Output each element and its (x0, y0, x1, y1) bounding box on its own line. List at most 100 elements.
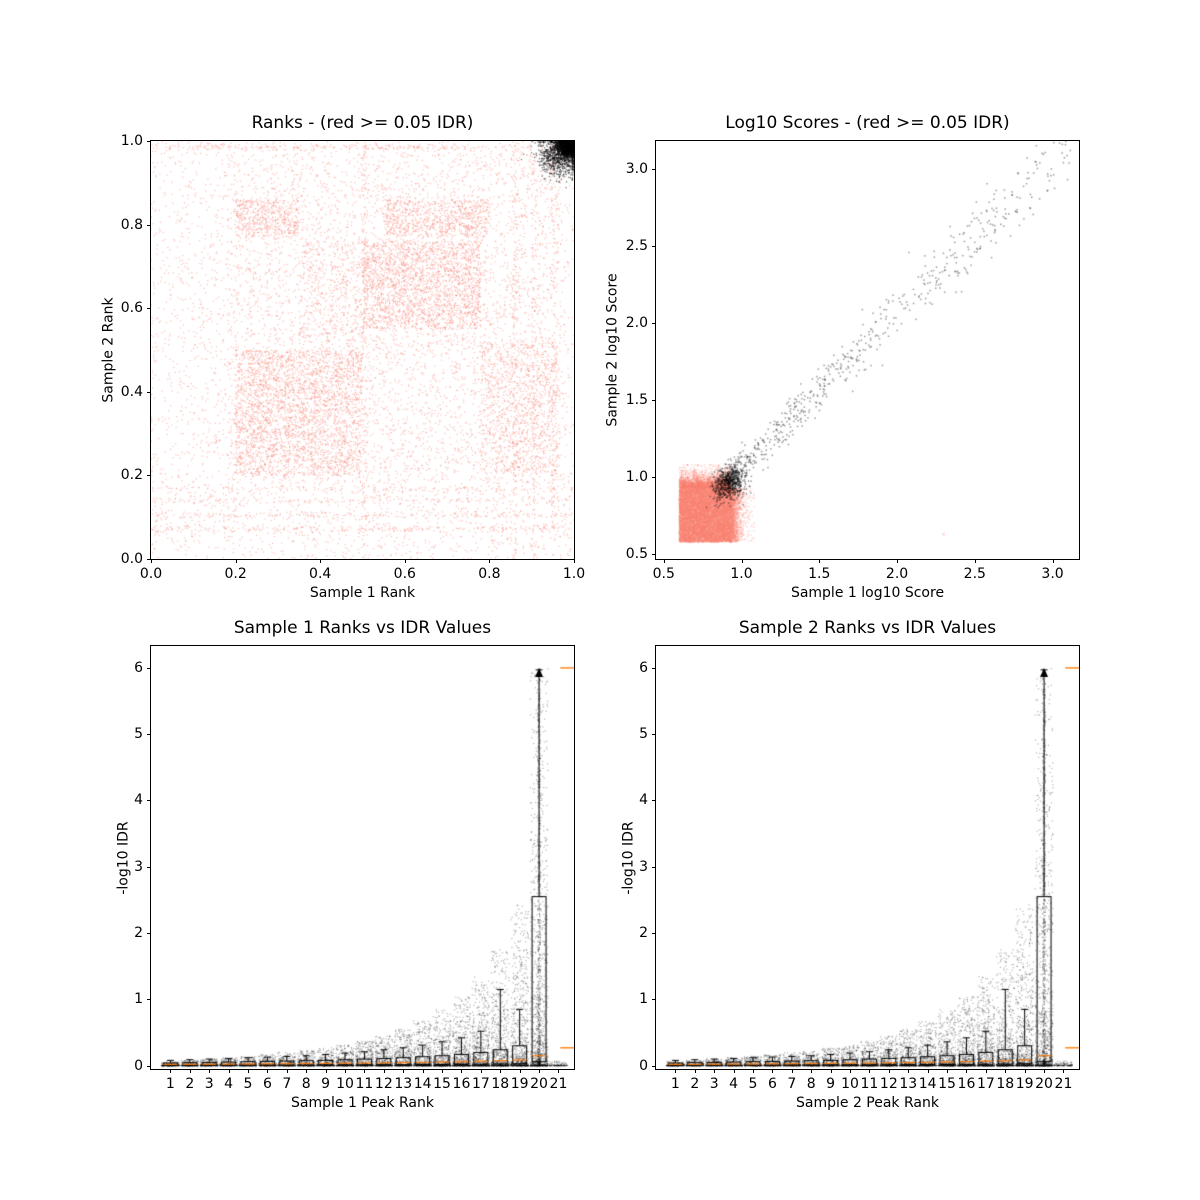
x-tick-mark (151, 559, 152, 563)
sample2-idr-canvas (656, 646, 1079, 1069)
x-tick-label: 19 (510, 1076, 529, 1092)
x-tick-mark (345, 1069, 347, 1073)
x-tick-mark (267, 1069, 269, 1073)
y-tick-labels: 0.0 0.2 0.4 0.6 0.8 1.0 (103, 133, 151, 567)
x-tick-mark (888, 1069, 890, 1073)
x-tick-label: 17 (976, 1076, 995, 1092)
subplot-sample1-idr: Sample 1 Ranks vs IDR Values -log10 IDR … (116, 618, 575, 1111)
y-tick-label: 4 (134, 792, 143, 809)
y-tick-labels: 0 1 2 3 4 5 6 (608, 646, 656, 1074)
x-tick-label: 16 (957, 1076, 976, 1092)
x-tick-mark (675, 1069, 677, 1073)
x-tick-label: 8 (806, 1076, 816, 1092)
y-tick-mark (652, 477, 656, 479)
x-tick-label: 10 (336, 1076, 354, 1092)
x-tick-label: 1.0 (730, 566, 753, 582)
sample1-idr-canvas (151, 646, 574, 1069)
x-tick-label: 0.8 (478, 566, 501, 582)
y-tick-label: 1 (134, 991, 143, 1008)
x-tick-label: 21 (549, 1076, 568, 1092)
y-tick-mark (652, 933, 656, 935)
x-tick-label: 0.2 (224, 566, 247, 582)
x-tick-mark (364, 1069, 366, 1073)
x-tick-mark (489, 559, 491, 563)
x-tick-mark (791, 1069, 793, 1073)
y-tick-mark (652, 999, 656, 1001)
y-tick-label: 0 (134, 1057, 143, 1074)
x-tick-mark (927, 1069, 929, 1073)
x-tick-label: 9 (321, 1076, 331, 1092)
x-tick-mark (733, 1069, 735, 1073)
x-tick-mark (574, 559, 575, 563)
x-tick-label: 14 (918, 1076, 937, 1092)
x-tick-label: 13 (394, 1076, 413, 1092)
y-tick-label: 2.0 (625, 315, 648, 331)
x-axis-label: Sample 1 Rank (309, 585, 416, 601)
x-tick-label: 3 (204, 1076, 214, 1092)
x-tick-label: 4 (224, 1076, 234, 1092)
x-tick-label: 8 (301, 1076, 311, 1092)
x-tick-label: 0.5 (652, 566, 675, 582)
x-tick-labels: 1 2 3 4 5 6 7 8 9 10 11 12 13 14 15 16 17 18 19 20 21 (151, 1069, 574, 1095)
x-tick-label: 17 (471, 1076, 490, 1092)
x-tick-mark (966, 1069, 968, 1073)
x-tick-label: 0.6 (393, 566, 416, 582)
x-tick-label: 11 (355, 1076, 374, 1092)
y-tick-label: 2 (639, 925, 648, 942)
x-tick-mark (306, 1069, 308, 1073)
y-tick-mark (652, 1065, 656, 1067)
y-tick-mark (147, 999, 151, 1001)
y-tick-label: 6 (134, 659, 143, 676)
y-tick-label: 5 (134, 726, 143, 743)
y-tick-label: 0 (639, 1057, 648, 1074)
x-tick-label: 2.0 (885, 566, 909, 582)
x-tick-label: 15 (433, 1076, 451, 1092)
x-tick-mark (209, 1069, 211, 1073)
x-tick-mark (663, 559, 665, 563)
x-tick-mark (461, 1069, 463, 1073)
plot-title-sample1-idr: Sample 1 Ranks vs IDR Values (233, 618, 492, 638)
y-tick-mark (147, 734, 151, 736)
x-tick-labels: 0.5 1.0 1.5 2.0 2.5 3.0 (652, 559, 1079, 585)
x-tick-label: 1 (165, 1076, 175, 1092)
x-tick-mark (1024, 1069, 1026, 1073)
x-axis-label: Sample 1 log10 Score (790, 585, 945, 601)
y-tick-label: 0.8 (120, 216, 143, 233)
x-tick-mark (947, 1069, 949, 1073)
y-tick-mark (652, 667, 656, 669)
subplot-ranks-scatter: Ranks - (red >= 0.05 IDR) Sample 2 Rank … (101, 113, 585, 601)
x-tick-label: 20 (530, 1076, 548, 1092)
x-tick-mark (694, 1069, 696, 1073)
y-tick-label: 5 (639, 726, 648, 743)
y-tick-mark (652, 866, 656, 868)
y-tick-mark (652, 323, 656, 324)
plot-title-ranks: Ranks - (red >= 0.05 IDR) (251, 113, 474, 133)
x-tick-mark (286, 1069, 288, 1073)
x-tick-label: 10 (841, 1076, 859, 1092)
x-tick-label: 20 (1035, 1076, 1053, 1092)
x-tick-label: 12 (879, 1076, 898, 1092)
y-tick-label: 1 (639, 991, 648, 1008)
x-tick-label: 2.5 (963, 566, 986, 582)
y-tick-mark (652, 554, 656, 556)
x-tick-label: 9 (826, 1076, 836, 1092)
x-tick-mark (325, 1069, 327, 1073)
x-tick-mark (1052, 559, 1054, 563)
x-tick-label: 15 (938, 1076, 956, 1092)
x-tick-mark (170, 1069, 172, 1073)
x-tick-label: 19 (1015, 1076, 1034, 1092)
x-tick-mark (1063, 1069, 1065, 1073)
x-tick-mark (1005, 1069, 1007, 1073)
y-tick-label: 0.0 (120, 551, 143, 567)
x-tick-mark (753, 1069, 755, 1073)
y-tick-mark (147, 866, 151, 868)
x-tick-mark (714, 1069, 716, 1073)
x-tick-label: 2 (185, 1076, 195, 1092)
x-tick-mark (1044, 1069, 1046, 1073)
y-tick-labels: 0 1 2 3 4 5 6 (103, 646, 151, 1074)
x-tick-mark (539, 1069, 541, 1073)
x-tick-mark (897, 559, 899, 563)
y-tick-label: 6 (639, 659, 648, 676)
x-tick-label: 3 (709, 1076, 719, 1092)
